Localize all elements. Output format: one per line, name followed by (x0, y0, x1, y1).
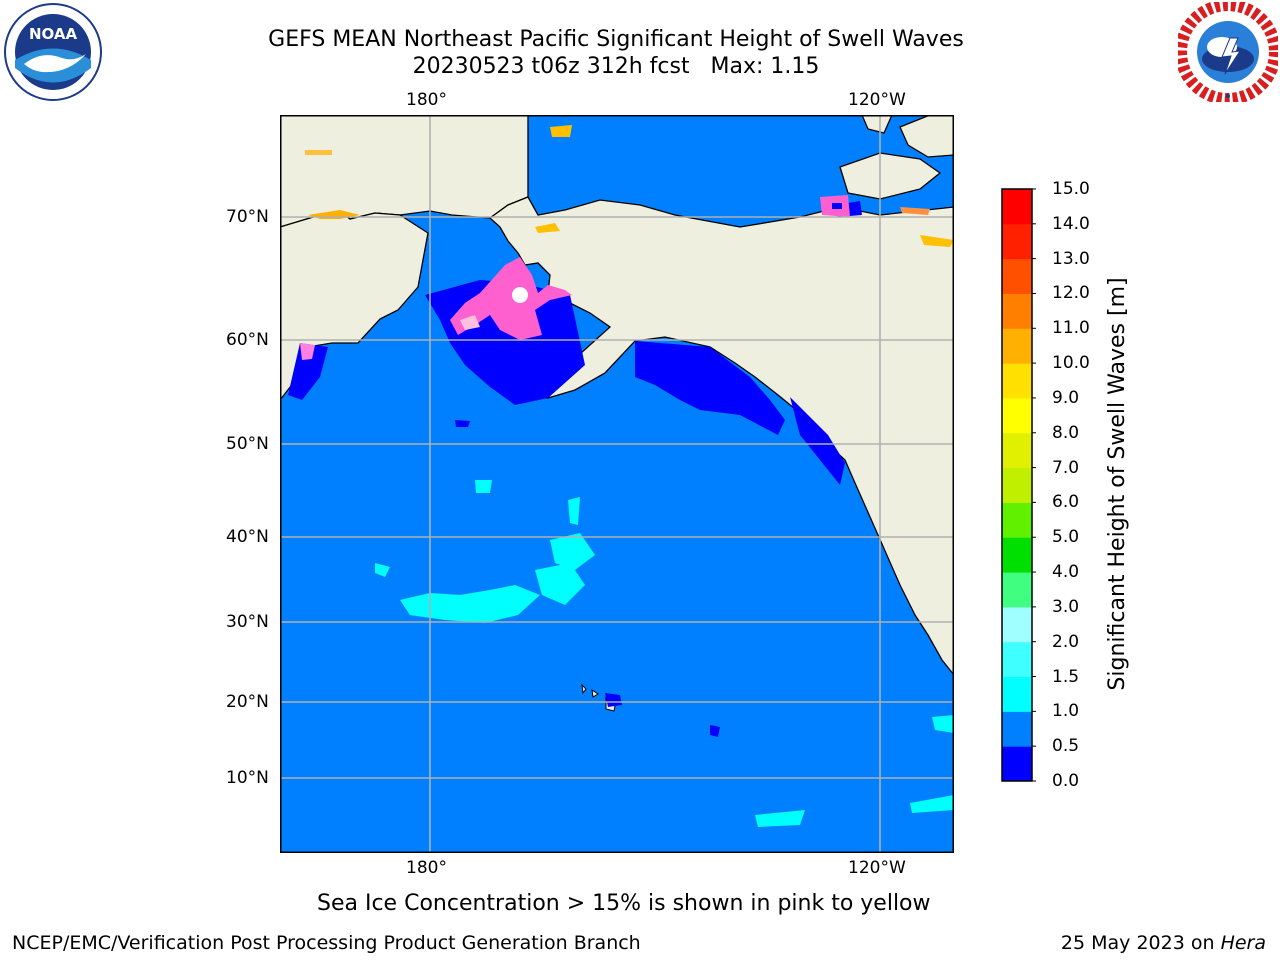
noaa-logo-text: NOAA (29, 25, 78, 43)
land-arctic-islands (839, 115, 954, 200)
map-panel (280, 115, 954, 853)
footer-credit: NCEP/EMC/Verification Post Processing Pr… (12, 932, 641, 954)
colorbar-swatch (1002, 537, 1032, 573)
colorbar-swatch (1002, 711, 1032, 747)
lat-label-40n: 40°N (226, 527, 269, 547)
colorbar-swatch (1002, 328, 1032, 364)
colorbar-tick-label: 9.0 (1052, 387, 1080, 408)
colorbar-swatch (1002, 363, 1032, 399)
colorbar-border (1001, 188, 1033, 782)
colorbar-tick-label: 1.0 (1052, 701, 1080, 722)
colorbar-tick-label: 0.5 (1052, 736, 1080, 757)
colorbar-tick-label: 7.0 (1052, 457, 1080, 478)
lat-label-50n: 50°N (226, 434, 269, 454)
footer-date: 25 May 2023 on Hera (1061, 932, 1266, 954)
colorbar-tick-label: 15.0 (1052, 179, 1090, 199)
colorbar-swatch (1002, 572, 1032, 608)
graticule (280, 115, 954, 853)
lat-label-60n: 60°N (226, 330, 269, 350)
colorbar-swatch (1002, 293, 1032, 329)
colorbar-swatch (1002, 746, 1032, 782)
lat-label-30n: 30°N (226, 612, 269, 632)
lon-label-bottom-120w: 120°W (848, 858, 906, 878)
lat-label-70n: 70°N (226, 207, 269, 227)
lon-label-bottom-180: 180° (406, 858, 447, 878)
colorbar-tick-label: 1.5 (1052, 666, 1080, 687)
colorbar-swatch (1002, 502, 1032, 538)
lon-label-top-180: 180° (406, 90, 447, 110)
colorbar-tick-label: 14.0 (1052, 213, 1090, 234)
chart-subtitle: 20230523 t06z 312h fcst Max: 1.15 (412, 54, 820, 79)
colorbar-swatch (1002, 258, 1032, 294)
footer-host: Hera (1220, 932, 1266, 954)
colorbar-swatch (1002, 223, 1032, 260)
swell-high-patches (375, 480, 954, 827)
colorbar-swatch (1002, 606, 1032, 643)
colorbar-tick-label: 5.0 (1052, 527, 1080, 548)
colorbar-swatch (1002, 397, 1032, 434)
colorbar-swatch (1002, 676, 1032, 712)
colorbar-tick-label: 4.0 (1052, 562, 1080, 583)
colorbar-swatch (1002, 432, 1032, 469)
nws-logo (1178, 2, 1278, 102)
land-siberia (280, 115, 529, 228)
colorbar-label-text: Significant Height of Swell Waves [m] (1105, 277, 1130, 691)
lon-label-top-120w: 120°W (848, 90, 906, 110)
colorbar-tick-label: 13.0 (1052, 248, 1090, 269)
colorbar-label: Significant Height of Swell Waves [m] (1105, 274, 1155, 694)
noaa-logo: NOAA (4, 3, 102, 101)
colorbar-tick-label: 11.0 (1052, 318, 1090, 339)
footer-date-text: 25 May 2023 on (1060, 932, 1221, 954)
colorbar-swatch (1002, 467, 1032, 503)
colorbar-tick-label: 2.0 (1052, 631, 1080, 652)
land-north-america (488, 196, 954, 677)
colorbar-tick-label: 10.0 (1052, 353, 1090, 374)
chart-title: GEFS MEAN Northeast Pacific Significant … (268, 27, 964, 52)
colorbar-tick-label: 3.0 (1052, 596, 1080, 617)
lat-label-20n: 20°N (226, 692, 269, 712)
colorbar-swatch (1002, 641, 1032, 678)
colorbar (1001, 188, 1036, 782)
colorbar-tick-label: 8.0 (1052, 422, 1080, 443)
colorbar-tick-label: 6.0 (1052, 492, 1080, 513)
colorbar-tick-label: 12.0 (1052, 283, 1090, 304)
lat-label-10n: 10°N (226, 768, 269, 788)
colorbar-swatch (1002, 189, 1032, 225)
sea-ice-note: Sea Ice Concentration > 15% is shown in … (317, 891, 931, 916)
colorbar-tick-label: 0.0 (1052, 771, 1080, 791)
